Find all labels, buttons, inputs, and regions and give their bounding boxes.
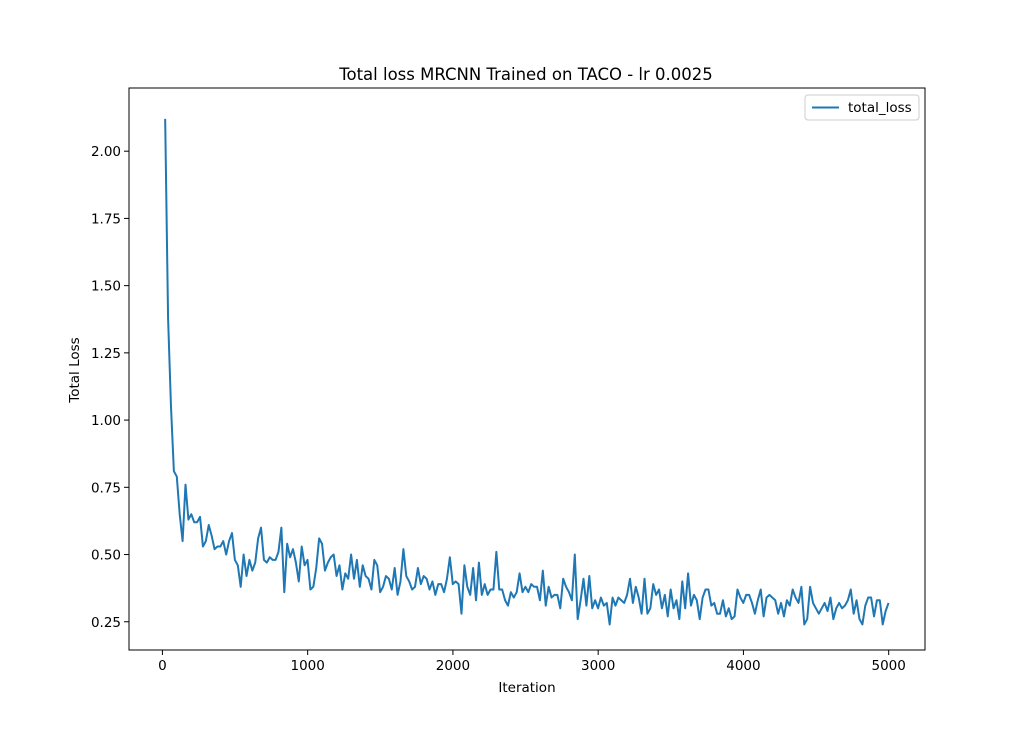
x-tick-label: 4000 [726,658,760,674]
y-tick-label: 0.50 [91,548,121,564]
y-axis: 0.25 0.50 0.75 1.00 1.25 1.50 1.75 2.00 [91,144,129,631]
y-tick-label: 1.50 [91,279,121,295]
legend-box [804,94,920,121]
y-axis-label: Total Loss [67,337,83,403]
axes-frame [128,87,926,651]
y-tick-label: 1.25 [91,346,121,362]
x-tick-label: 2000 [436,658,470,674]
y-tick-label: 0.75 [91,480,121,496]
x-tick-label: 0 [158,658,167,674]
series-line-total-loss [164,118,890,626]
y-tick-label: 1.00 [91,413,121,429]
y-tick-label: 1.75 [91,211,121,227]
x-axis: 0 1000 2000 3000 4000 5000 [158,650,906,674]
x-axis-label: Iteration [498,680,555,696]
chart-title: Total loss MRCNN Trained on TACO - lr 0.… [338,65,713,84]
plot-area [128,87,926,651]
x-tick-label: 1000 [290,658,324,674]
y-tick-label: 2.00 [91,144,121,160]
x-tick-label: 3000 [581,658,615,674]
legend-label-total-loss: total_loss [848,100,912,116]
legend: total_loss [804,94,920,121]
y-tick-label: 0.25 [91,615,121,631]
x-tick-label: 5000 [872,658,906,674]
